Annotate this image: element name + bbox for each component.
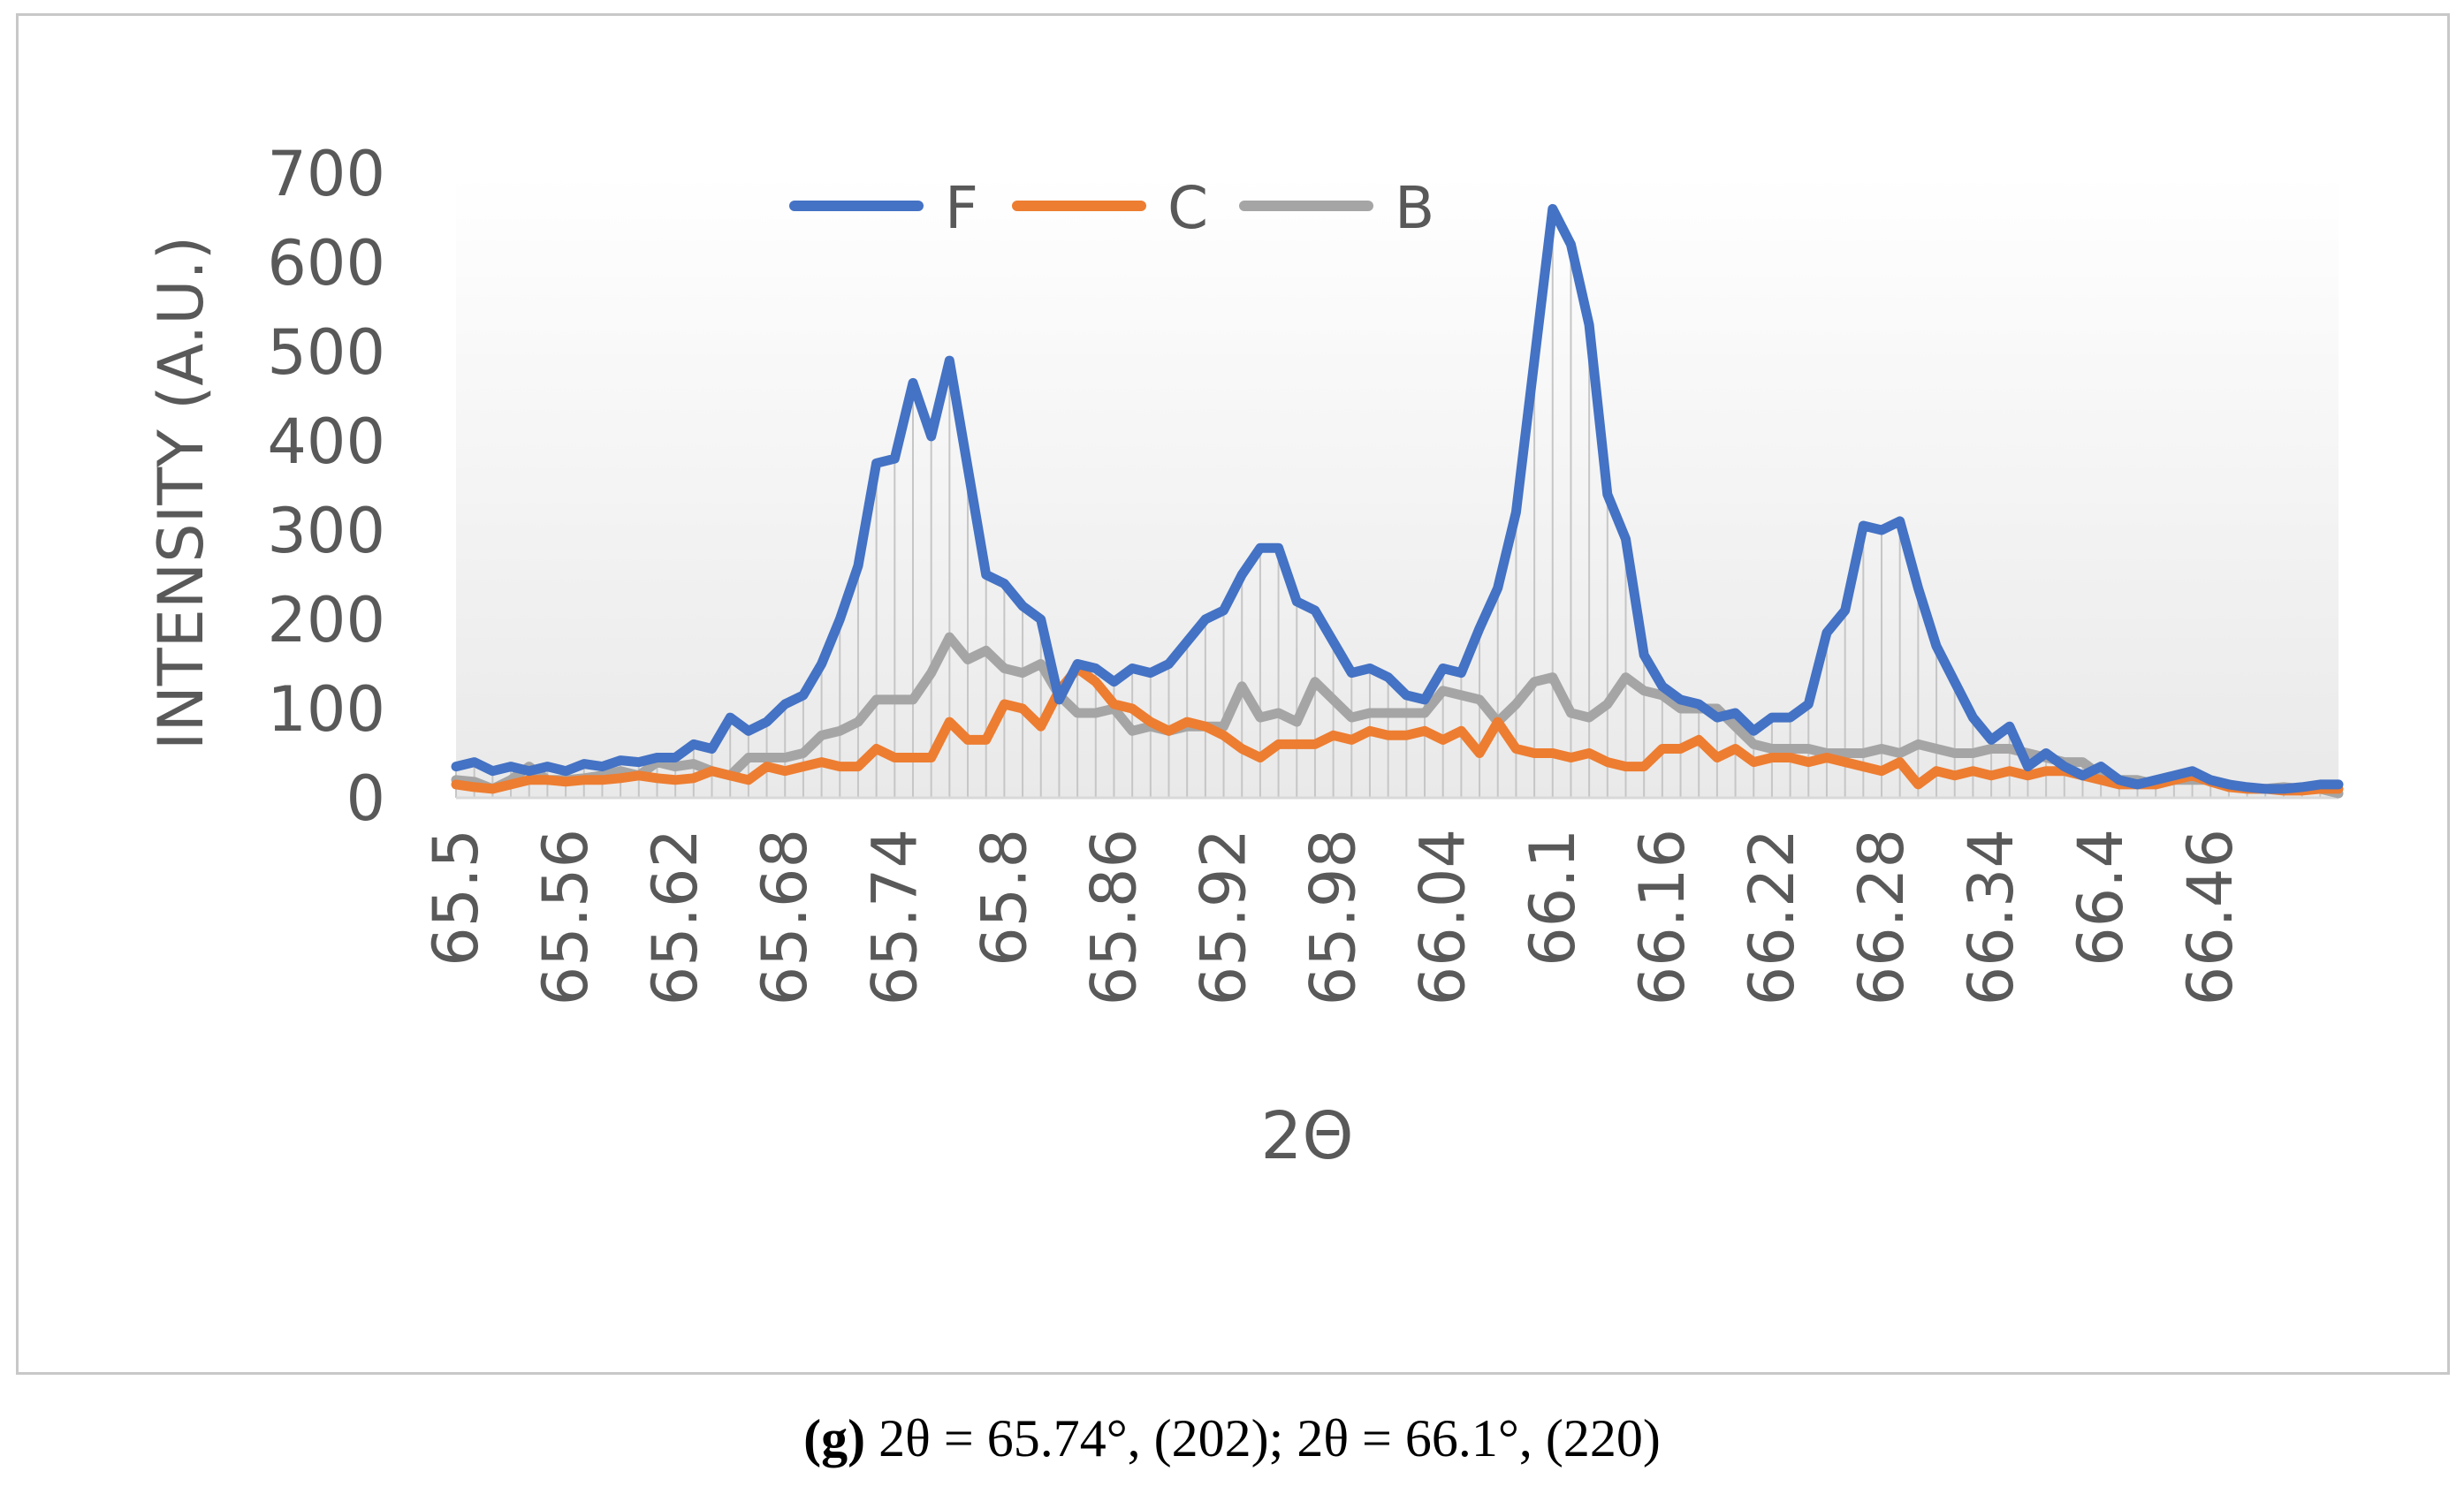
x-tick-label: 66.22 bbox=[1736, 829, 1808, 1005]
plot-background bbox=[456, 173, 2339, 798]
series-lines bbox=[451, 203, 2344, 799]
x-tick-label: 65.92 bbox=[1188, 829, 1260, 1005]
y-tick-label: 500 bbox=[267, 316, 385, 389]
x-tick-label: 65.8 bbox=[968, 829, 1040, 967]
y-tick-label: 700 bbox=[267, 138, 385, 210]
x-tick-label: 66.28 bbox=[1845, 829, 1918, 1005]
x-tick-label: 65.74 bbox=[858, 829, 931, 1005]
x-tick-label: 65.56 bbox=[529, 829, 602, 1005]
x-tick-label: 65.5 bbox=[420, 829, 492, 967]
legend-label-F: F bbox=[945, 174, 978, 242]
x-tick-label: 66.04 bbox=[1407, 829, 1479, 1005]
x-tick-label: 66.46 bbox=[2174, 829, 2247, 1005]
x-tick-label: 65.62 bbox=[639, 829, 711, 1005]
legend-label-C: C bbox=[1167, 174, 1208, 242]
y-tick-label: 600 bbox=[267, 227, 385, 300]
figure-caption: (g) 2θ = 65.74°, (202); 2θ = 66.1°, (220… bbox=[0, 1408, 2464, 1469]
x-tick-label: 66.34 bbox=[1955, 829, 2027, 1005]
x-tick-label: 66.1 bbox=[1517, 829, 1589, 967]
x-tick-label: 66.16 bbox=[1626, 829, 1699, 1005]
x-axis-tick-labels: 65.5 65.56 65.62 65.68 65.74 65.8 65.86 65.92 65… bbox=[420, 829, 2247, 1005]
x-tick-label: 66.4 bbox=[2065, 829, 2137, 967]
y-tick-label: 200 bbox=[267, 584, 385, 656]
y-tick-label: 300 bbox=[267, 495, 385, 567]
x-tick-label: 65.86 bbox=[1077, 829, 1150, 1005]
legend-label-B: B bbox=[1395, 174, 1434, 242]
y-tick-label: 0 bbox=[346, 762, 385, 835]
y-axis-label: INTENSITY (A.U.) bbox=[145, 236, 217, 750]
series-line-C bbox=[451, 664, 2344, 796]
series-line-F bbox=[451, 203, 2344, 794]
chart-frame: 0 100 200 300 400 500 600 700 65.5 65.56 65.62 65.… bbox=[16, 13, 2450, 1375]
y-axis-tick-labels: 0 100 200 300 400 500 600 700 bbox=[267, 138, 385, 835]
x-axis-label: 2Θ bbox=[1260, 1098, 1353, 1174]
caption-label: (g) bbox=[803, 1409, 866, 1467]
y-tick-label: 400 bbox=[267, 406, 385, 478]
y-tick-label: 100 bbox=[267, 673, 385, 746]
caption-text: 2θ = 65.74°, (202); 2θ = 66.1°, (220) bbox=[878, 1409, 1661, 1467]
x-tick-label: 65.68 bbox=[749, 829, 821, 1005]
x-tick-label: 65.98 bbox=[1297, 829, 1370, 1005]
